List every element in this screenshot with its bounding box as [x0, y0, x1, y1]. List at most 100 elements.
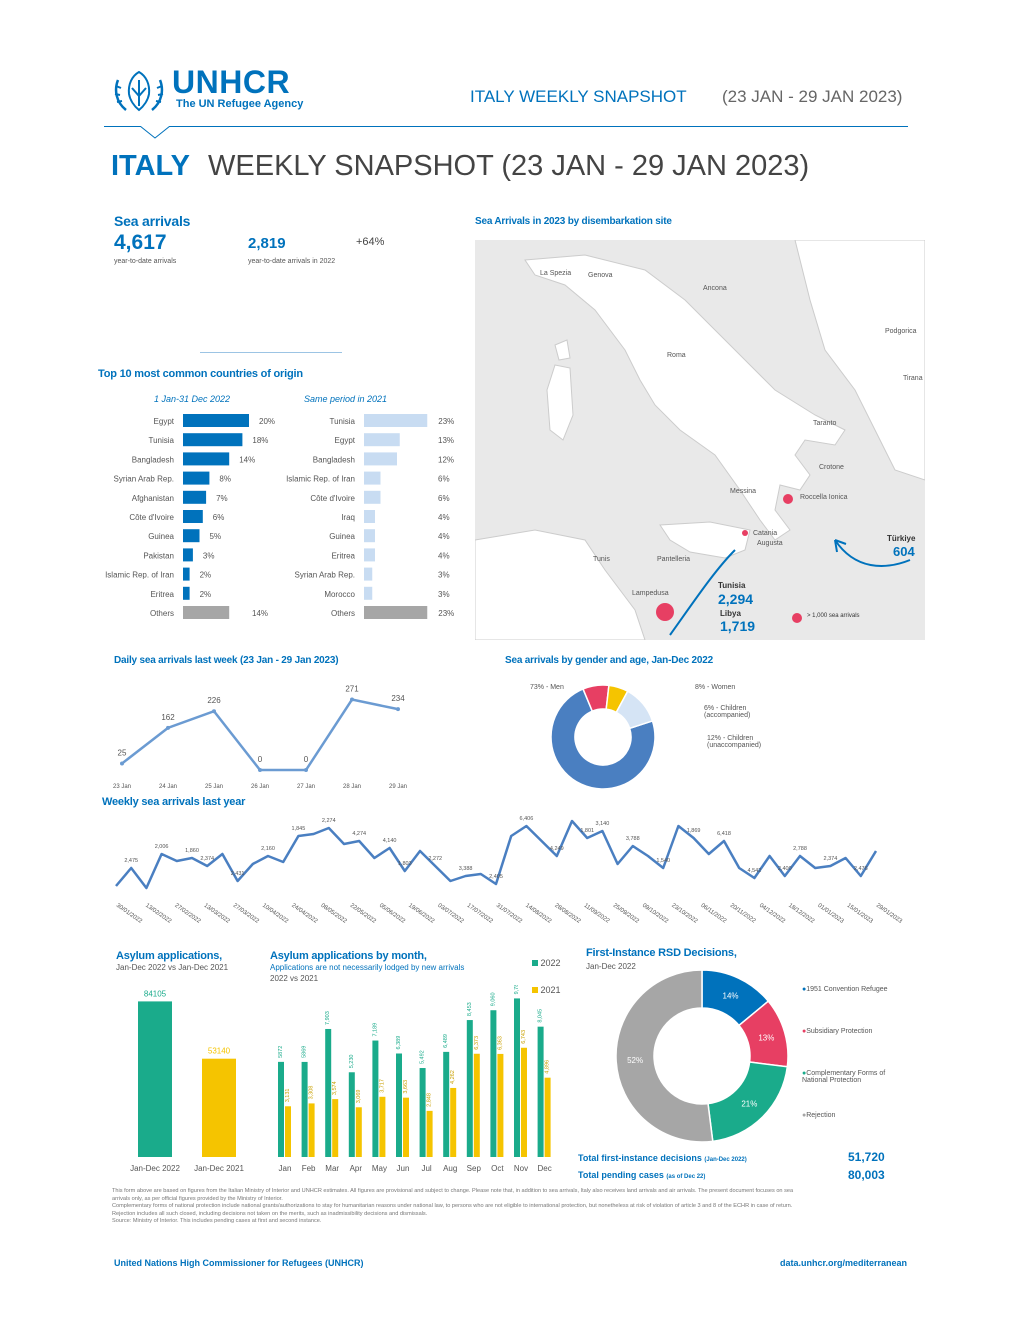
- logo-name: UNHCR: [172, 64, 291, 100]
- top10-2022-bar: [183, 529, 200, 543]
- header-rule: [104, 126, 908, 127]
- map-place: Tunis: [593, 556, 610, 563]
- top10-2021-value: 4%: [438, 513, 450, 522]
- month-value-2022: 6,389: [396, 1036, 402, 1050]
- top10-2022-value: 14%: [252, 609, 268, 618]
- month-label: Jan: [279, 1164, 292, 1173]
- top10-2021-bar: [364, 529, 375, 543]
- legend-2022-label: 2022: [540, 958, 561, 968]
- weekly-point-label: 4,140: [383, 838, 397, 844]
- weekly-point-label: 2,374: [200, 856, 214, 862]
- month-value-2022: 5,230: [349, 1055, 355, 1069]
- donut-slice-label: 52%: [627, 1056, 643, 1065]
- month-bar-2022: [443, 1051, 450, 1157]
- asylum-month-chart: 5872 3,131 Jan 5869 3,308 Feb 7,903 3,574 Mar 5,2…: [278, 985, 552, 1173]
- daily-x-label: 28 Jan: [343, 784, 361, 790]
- weekly-x-label: 06/11/2022: [699, 903, 727, 925]
- legend-2022-swatch: [532, 960, 538, 966]
- map-place: Genova: [588, 272, 613, 279]
- donut-slice: [615, 969, 714, 1143]
- footnotes: This form above are based on figures fro…: [112, 1188, 812, 1226]
- map-title: Sea Arrivals in 2023 by disembarkation s…: [475, 216, 672, 227]
- weekly-x-label: 28/08/2022: [553, 903, 582, 926]
- month-label: Dec: [537, 1164, 551, 1173]
- unhcr-logo: UNHCR The UN Refugee Agency: [110, 64, 330, 114]
- weekly-x-label: 05/06/2022: [378, 903, 407, 926]
- page-title: ITALY WEEKLY SNAPSHOT (23 JAN - 29 JAN 2…: [111, 150, 809, 183]
- daily-x-label: 24 Jan: [159, 784, 177, 790]
- rsd-legend-subsidiary: ●Subsidiary Protection: [802, 1028, 902, 1035]
- asylum-month-subtitle2: 2022 vs 2021: [270, 974, 319, 983]
- month-bar-2022: [490, 1010, 497, 1157]
- month-value-2022: 9,789: [514, 985, 520, 994]
- month-value-2022: 8,045: [538, 1009, 544, 1023]
- top10-2021-label: Tunisia: [330, 417, 356, 426]
- donut-slice-label: 13%: [758, 1033, 774, 1042]
- top10-2021-label: Morocco: [324, 590, 355, 599]
- top10-2022-value: 18%: [252, 436, 268, 445]
- header-pointer: [140, 126, 170, 139]
- asylum-bar: [202, 1058, 236, 1157]
- month-bar-2021: [450, 1087, 457, 1157]
- map-place: Lampedusa: [632, 590, 669, 597]
- map-place: Augusta: [757, 540, 783, 547]
- map-place: Ancona: [703, 285, 727, 292]
- weekly-x-label: 27/02/2022: [173, 903, 202, 926]
- daily-value-label: 0: [304, 755, 309, 764]
- gender-title: Sea arrivals by gender and age, Jan-Dec …: [505, 655, 713, 666]
- turkiye-label: Türkiye: [887, 534, 916, 543]
- top10-2021-label: Iraq: [341, 513, 355, 522]
- top10-2022-label: Islamic Rep. of Iran: [105, 571, 174, 580]
- weekly-point-label: 2,400: [778, 866, 792, 872]
- month-value-2021: 3,663: [403, 1080, 409, 1094]
- page-title-country: ITALY: [111, 150, 190, 182]
- month-bar-2022: [278, 1061, 284, 1157]
- top10-2022-label: Eritrea: [150, 590, 174, 599]
- weekly-point-label: 1,845: [292, 826, 306, 832]
- weekly-point-label: 2,006: [155, 844, 169, 850]
- month-value-2021: 6,363: [497, 1036, 503, 1050]
- weekly-x-label: 30/01/2022: [115, 903, 144, 926]
- daily-point: [212, 709, 216, 714]
- map-shapes: [475, 240, 925, 640]
- rsd-legend-complementary: ●Complementary Forms of National Protect…: [802, 1070, 912, 1084]
- top10-2021-value: 12%: [438, 455, 454, 464]
- month-label: Jun: [397, 1164, 410, 1173]
- page-title-rest: WEEKLY SNAPSHOT (23 JAN - 29 JAN 2023): [208, 150, 810, 182]
- top10-2022-value: 2%: [200, 571, 212, 580]
- top10-2021-value: 13%: [438, 436, 454, 445]
- top10-2022-label: Guinea: [148, 532, 174, 541]
- snapshot-title: ITALY WEEKLY SNAPSHOT: [470, 87, 687, 106]
- top10-2022-value: 6%: [213, 513, 225, 522]
- ytd2022-value: 2,819: [248, 235, 286, 252]
- month-value-2022: 5,492: [420, 1050, 426, 1064]
- rsd-legend-rejection-label: Rejection: [806, 1112, 836, 1119]
- daily-point: [350, 697, 354, 702]
- month-value-2021: 2,848: [427, 1093, 433, 1107]
- footer-link[interactable]: data.unhcr.org/mediterranean: [780, 1258, 908, 1268]
- top10-2021-label: Eritrea: [331, 551, 355, 560]
- month-bar-2022: [514, 998, 520, 1157]
- month-bar-2021: [426, 1110, 433, 1157]
- logo-tagline: The UN Refugee Agency: [176, 98, 304, 110]
- map-place: La Spezia: [540, 270, 572, 277]
- top10-2022-bar: [183, 567, 190, 581]
- weekly-point-label: 4,274: [352, 831, 366, 837]
- weekly-point-label: 4,249: [550, 846, 564, 852]
- libya-label: Libya: [720, 609, 741, 618]
- top10-2021-value: 23%: [438, 609, 454, 618]
- tunisia-label: Tunisia: [718, 581, 746, 590]
- gender-label-children-unacc: 12% - Children (unaccompanied): [707, 735, 762, 749]
- top10-2021-bar: [364, 490, 381, 504]
- donut-slice: [550, 687, 656, 790]
- top10-2021-value: 23%: [438, 417, 454, 426]
- month-bar-2021: [403, 1097, 409, 1157]
- daily-value-label: 226: [207, 696, 221, 705]
- footnote: Source: Ministry of Interior. This inclu…: [112, 1218, 322, 1225]
- top10-2022-value: 5%: [210, 532, 222, 541]
- weekly-x-label: 22/05/2022: [349, 903, 378, 926]
- gender-label-women: 8% - Women: [695, 684, 736, 691]
- weekly-x-label: 09/10/2022: [641, 903, 670, 926]
- weekly-x-label: 29/01/2023: [875, 903, 904, 926]
- legend-2021: 2021: [532, 985, 561, 995]
